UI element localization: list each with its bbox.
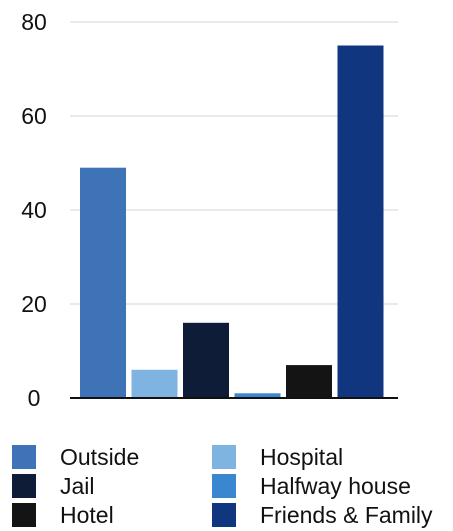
legend: Outside Jail Hotel Hospital Halfway hous… xyxy=(0,430,453,531)
bar-halfway-house xyxy=(234,393,281,398)
bar-outside xyxy=(80,167,126,398)
legend-item-outside: Outside xyxy=(12,443,139,471)
legend-label: Halfway house xyxy=(260,472,411,499)
legend-swatch xyxy=(212,445,236,469)
bar-jail xyxy=(183,322,229,398)
legend-item-halfway-house: Halfway house xyxy=(212,472,411,500)
legend-item-jail: Jail xyxy=(12,472,95,500)
bar-hotel xyxy=(286,365,332,398)
legend-label: Hotel xyxy=(60,501,114,528)
legend-swatch xyxy=(212,503,236,527)
y-tick-label: 80 xyxy=(21,9,47,35)
legend-item-friends-family: Friends & Family xyxy=(212,501,433,529)
legend-swatch xyxy=(212,474,236,498)
bar-hospital xyxy=(131,369,178,398)
legend-label: Hospital xyxy=(260,443,344,470)
y-tick-label: 60 xyxy=(21,103,47,129)
bars xyxy=(80,45,384,398)
legend-item-hotel: Hotel xyxy=(12,501,114,529)
legend-label: Outside xyxy=(60,443,140,470)
legend-item-hospital: Hospital xyxy=(212,443,343,471)
legend-swatch xyxy=(12,474,36,498)
bar-chart: 0 20 40 60 80 xyxy=(21,9,398,411)
legend-swatch xyxy=(12,503,36,527)
y-tick-label: 40 xyxy=(21,197,47,223)
y-axis-ticks: 0 20 40 60 80 xyxy=(21,9,47,411)
legend-label: Jail xyxy=(60,472,95,499)
bar-friends-family xyxy=(337,45,384,398)
y-tick-label: 0 xyxy=(28,385,41,411)
y-tick-label: 20 xyxy=(21,291,47,317)
legend-label: Friends & Family xyxy=(260,501,433,528)
legend-swatch xyxy=(12,445,36,469)
